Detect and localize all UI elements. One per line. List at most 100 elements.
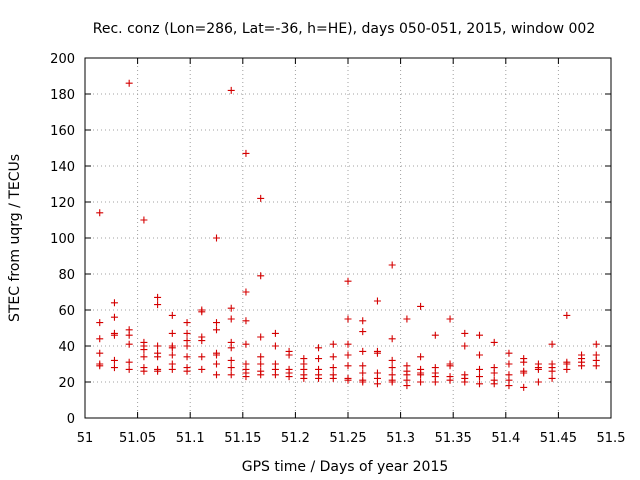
data-point: [548, 374, 556, 382]
y-tick-label: 80: [58, 268, 75, 283]
data-point: [154, 353, 162, 361]
y-tick-labels: 0 20 40 60 80 100 120 140 160 180 200: [50, 52, 75, 427]
data-point: [344, 277, 352, 285]
data-point: [344, 340, 352, 348]
data-point: [242, 373, 250, 381]
data-point: [140, 346, 148, 354]
y-tick-label: 40: [58, 340, 75, 355]
chart-title: Rec. conz (Lon=286, Lat=-36, h=HE), days…: [93, 21, 595, 37]
data-point: [110, 356, 118, 364]
plot-frame: [84, 57, 612, 419]
data-point: [213, 351, 220, 359]
data-point: [388, 335, 396, 343]
data-point: [242, 288, 250, 296]
data-point: [344, 376, 352, 384]
data-point: [417, 378, 425, 386]
data-point: [446, 376, 454, 384]
data-point: [592, 340, 600, 348]
x-tick-label: 51.45: [540, 431, 577, 446]
data-point: [257, 360, 265, 368]
data-point: [183, 329, 191, 337]
data-point: [257, 272, 265, 280]
data-point: [168, 365, 176, 373]
data-point: [505, 360, 513, 368]
data-point: [96, 335, 104, 343]
x-tick-label: 51.2: [281, 431, 310, 446]
y-tick-label: 200: [50, 52, 75, 67]
data-point: [213, 319, 220, 327]
data-point: [373, 380, 381, 388]
data-point: [534, 378, 542, 386]
y-tick-label: 140: [50, 160, 75, 175]
x-tick-label: 51.3: [386, 431, 415, 446]
data-point: [534, 365, 542, 373]
y-tick-label: 20: [58, 376, 75, 391]
data-point: [154, 301, 162, 309]
data-point: [563, 311, 571, 319]
data-point: [344, 351, 352, 359]
data-point: [315, 374, 323, 382]
data-point: [520, 369, 528, 377]
data-point: [417, 302, 425, 310]
data-point: [548, 367, 556, 375]
data-point: [125, 340, 133, 348]
y-tick-label: 60: [58, 304, 75, 319]
data-point: [227, 304, 235, 312]
data-point: [183, 319, 191, 327]
x-tick-label: 51.1: [176, 431, 205, 446]
data-point: [417, 353, 425, 361]
data-point: [373, 297, 381, 305]
data-point: [227, 356, 235, 364]
data-point: [476, 331, 483, 339]
data-point: [505, 382, 513, 390]
y-axis-label: STEC from uqrg / TECUs: [7, 154, 23, 322]
data-point: [476, 373, 483, 381]
data-point: [271, 371, 279, 379]
data-point: [329, 353, 337, 361]
data-point: [183, 342, 191, 350]
data-point: [213, 234, 220, 242]
data-point: [213, 326, 220, 334]
data-point: [344, 362, 352, 370]
data-point: [431, 378, 439, 386]
data-point: [315, 355, 323, 363]
data-point: [359, 378, 367, 386]
data-point: [168, 344, 176, 352]
data-point: [227, 371, 235, 379]
data-point: [271, 329, 279, 337]
data-point: [329, 374, 337, 382]
data-point: [198, 365, 206, 373]
data-point: [388, 378, 396, 386]
x-tick-label: 51.15: [224, 431, 261, 446]
data-point: [285, 373, 293, 381]
data-point: [257, 194, 265, 202]
data-point: [359, 362, 367, 370]
data-point: [140, 367, 148, 375]
data-point: [329, 340, 337, 348]
data-point: [96, 319, 104, 327]
x-tick-label: 51.35: [435, 431, 472, 446]
data-point: [520, 358, 528, 366]
data-point: [125, 365, 133, 373]
data-point: [257, 353, 265, 361]
data-point: [154, 293, 162, 301]
data-point: [329, 364, 337, 372]
data-point: [168, 329, 176, 337]
data-point: [227, 344, 235, 352]
data-point: [198, 308, 206, 316]
data-point: [388, 261, 396, 269]
data-point: [359, 317, 367, 325]
data-point: [227, 315, 235, 323]
data-point: [461, 342, 469, 350]
data-point: [344, 315, 352, 323]
data-point: [154, 342, 162, 350]
data-point: [359, 328, 367, 336]
data-point: [110, 313, 118, 321]
x-tick-label: 51.5: [597, 431, 626, 446]
data-point: [359, 369, 367, 377]
data-point: [359, 347, 367, 355]
data-point: [227, 364, 235, 372]
data-point: [403, 315, 411, 323]
data-point: [592, 362, 600, 370]
